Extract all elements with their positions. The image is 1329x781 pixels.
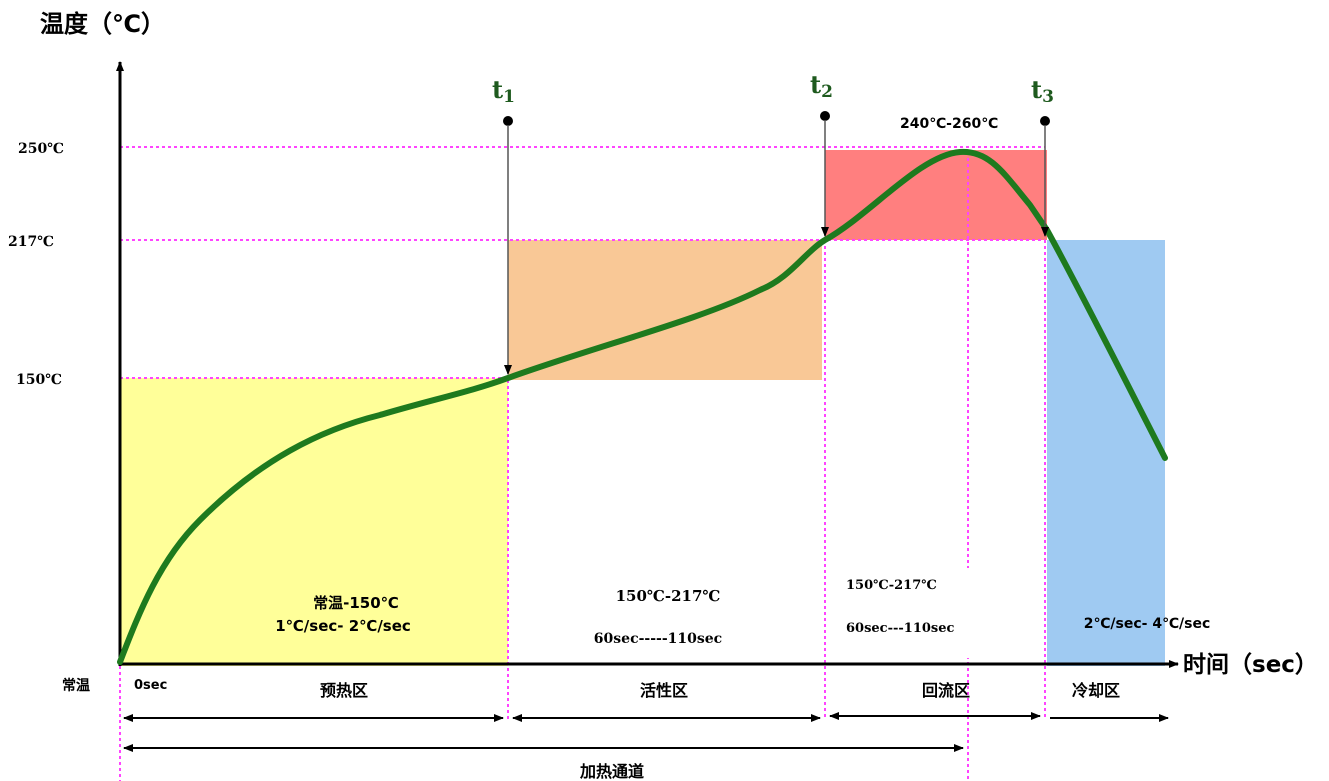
zero-time-label: 0sec (134, 678, 167, 693)
t1-label: t1 (492, 75, 515, 107)
t3-dot (1040, 116, 1050, 126)
origin-label: 常温 (62, 677, 90, 694)
y-axis-title: 温度（℃） (40, 10, 165, 38)
reflow-peak-label: 240℃-260℃ (900, 116, 998, 132)
reflow-label-box (838, 568, 988, 658)
reflow-time-label: 60sec---110sec (846, 621, 955, 636)
t1-dot (503, 116, 513, 126)
cooling-zone-fill (1047, 240, 1165, 666)
reflow-zone-fill (825, 150, 1047, 240)
soak-time-label: 60sec-----110sec (594, 631, 722, 647)
heating-channel-label: 加热通道 (579, 762, 644, 781)
soak-zone-fill (508, 240, 822, 380)
cooling-rate-label: 2℃/sec- 4℃/sec (1084, 616, 1211, 632)
x-axis-title: 时间（sec） (1183, 651, 1318, 678)
temp-label-150: 150℃ (16, 372, 62, 388)
reflow-range-label: 150℃-217℃ (846, 578, 937, 593)
preheat-range-label: 常温-150℃ (313, 594, 399, 612)
soak-zone-name: 活性区 (640, 681, 688, 700)
preheat-zone-fill (120, 378, 508, 666)
temperature-curve (117, 148, 1168, 665)
temp-label-250: 250℃ (18, 141, 64, 157)
preheat-zone-name: 预热区 (320, 681, 368, 700)
t3-label: t3 (1031, 75, 1054, 107)
cooling-zone-name: 冷却区 (1072, 681, 1120, 700)
reflow-zone-name: 回流区 (922, 681, 970, 700)
soak-range-label: 150℃-217℃ (616, 587, 721, 605)
t2-label: t2 (810, 70, 833, 102)
t2-dot (820, 111, 830, 121)
preheat-rate-label: 1℃/sec- 2℃/sec (275, 617, 411, 635)
temp-label-217: 217℃ (8, 234, 54, 250)
